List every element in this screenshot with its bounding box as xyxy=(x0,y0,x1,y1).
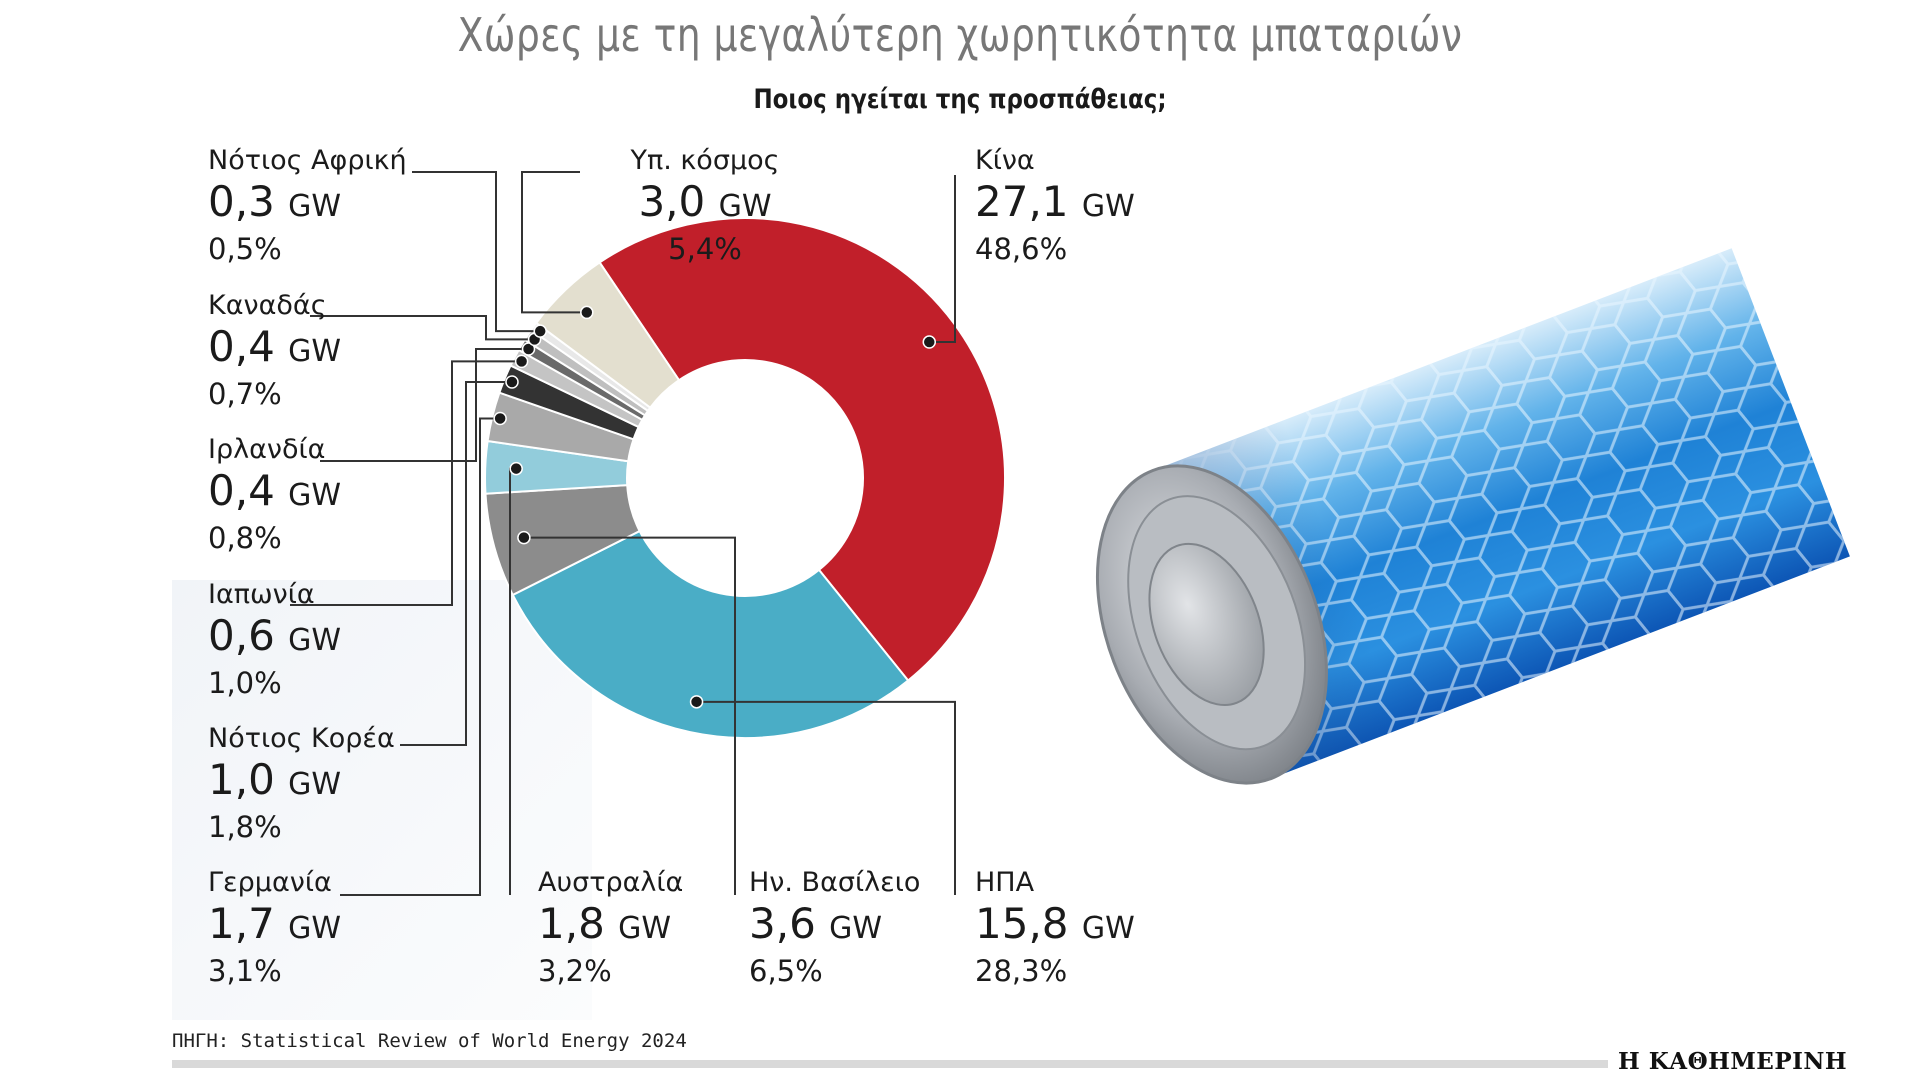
slice-unit: GW xyxy=(288,189,342,224)
background-panel xyxy=(172,580,592,1020)
donut-slice xyxy=(534,261,681,410)
slice-percent: 0,5% xyxy=(208,232,282,266)
slice-value: 1,0 xyxy=(208,755,275,804)
leader-dot xyxy=(509,461,523,476)
leader-lines xyxy=(290,171,956,896)
slice-name: Ιαπωνία xyxy=(208,579,315,610)
chart-subtitle: Ποιος ηγείται της προσπάθειας; xyxy=(753,84,1167,115)
slice-unit: GW xyxy=(1081,189,1135,224)
label-ireland: Ιρλανδία 0,4 GW 0,8% xyxy=(208,433,341,556)
slice-percent: 6,5% xyxy=(749,954,823,988)
leader-dot xyxy=(514,354,529,369)
leader-line xyxy=(521,171,587,314)
footer-bar xyxy=(172,1060,1782,1068)
slice-unit: GW xyxy=(288,334,342,369)
slice-name: Υπ. κόσμος xyxy=(630,145,780,176)
leader-line xyxy=(523,536,736,895)
label-canada: Καναδάς 0,4 GW 0,7% xyxy=(208,289,341,412)
slice-percent: 1,0% xyxy=(208,666,282,700)
leader-dot xyxy=(533,324,547,338)
donut-slice xyxy=(511,529,910,739)
brand-logo: Η ΚΑΘΗΜΕΡΙΝΗ xyxy=(1608,1048,1848,1075)
label-usa: ΗΠΑ 15,8 GW 28,3% xyxy=(975,866,1135,989)
slice-name: Νότιος Κορέα xyxy=(208,723,395,754)
source-note: ΠΗΓΗ: Statistical Review of World Energy… xyxy=(172,1030,687,1052)
leader-dot xyxy=(517,530,531,545)
label-china: Κίνα 27,1 GW 48,6% xyxy=(975,144,1135,267)
slice-name: Νότιος Αφρική xyxy=(208,145,407,176)
chart-title: Χώρες με τη μεγαλύτερη χωρητικότητα μπατ… xyxy=(457,8,1463,62)
slice-unit: GW xyxy=(829,911,883,946)
leader-dot xyxy=(689,695,704,709)
slice-value: 0,4 xyxy=(208,322,275,371)
label-south-korea: Νότιος Κορέα 1,0 GW 1,8% xyxy=(208,722,395,845)
slice-unit: GW xyxy=(288,623,342,658)
label-japan: Ιαπωνία 0,6 GW 1,0% xyxy=(208,578,341,701)
slice-percent: 1,8% xyxy=(208,810,282,844)
slice-value: 3,6 xyxy=(749,899,816,948)
slice-name: Καναδάς xyxy=(208,290,327,321)
slice-percent: 48,6% xyxy=(975,232,1068,266)
slice-name: ΗΠΑ xyxy=(975,867,1035,898)
slice-unit: GW xyxy=(288,478,342,513)
slice-value: 0,6 xyxy=(208,611,275,660)
slice-name: Ιρλανδία xyxy=(208,434,326,465)
slice-name: Κίνα xyxy=(975,145,1035,176)
leader-dot xyxy=(922,335,937,349)
donut-slice xyxy=(598,217,1006,682)
label-australia: Αυστραλία 1,8 GW 3,2% xyxy=(538,866,683,989)
leader-line xyxy=(340,417,501,896)
slice-value: 1,7 xyxy=(208,899,275,948)
leader-line xyxy=(290,360,522,606)
leader-line xyxy=(310,315,535,341)
battery-illustration xyxy=(1095,248,1850,785)
donut-chart xyxy=(484,217,1006,739)
slice-name: Αυστραλία xyxy=(538,867,684,898)
leader-line xyxy=(929,175,956,344)
slice-value: 3,0 xyxy=(638,177,706,226)
slice-value: 1,8 xyxy=(538,899,605,948)
label-rest-of-world: Υπ. κόσμος 3,0 GW 5,4% xyxy=(600,144,810,267)
leader-line xyxy=(320,347,529,462)
label-germany: Γερμανία 1,7 GW 3,1% xyxy=(208,866,341,989)
slice-unit: GW xyxy=(1081,911,1135,946)
slice-percent: 0,8% xyxy=(208,521,282,555)
slice-unit: GW xyxy=(288,767,342,802)
slice-percent: 3,2% xyxy=(538,954,612,988)
leader-line xyxy=(696,700,956,895)
leader-dot xyxy=(493,411,507,426)
slice-value: 0,4 xyxy=(208,466,275,515)
slice-percent: 0,7% xyxy=(208,377,282,411)
slice-percent: 28,3% xyxy=(975,954,1068,988)
slice-percent: 3,1% xyxy=(208,954,282,988)
slice-unit: GW xyxy=(718,189,772,224)
slice-name: Ην. Βασίλειο xyxy=(749,867,921,898)
leader-dot xyxy=(580,305,594,320)
leader-line xyxy=(412,171,541,333)
slice-percent: 5,4% xyxy=(668,232,742,266)
label-uk: Ην. Βασίλειο 3,6 GW 6,5% xyxy=(749,866,920,989)
label-south-africa: Νότιος Αφρική 0,3 GW 0,5% xyxy=(208,144,407,267)
slice-unit: GW xyxy=(288,911,342,946)
leader-dot xyxy=(505,375,519,389)
leader-dot xyxy=(521,342,536,356)
slice-value: 27,1 xyxy=(975,177,1069,226)
leader-line xyxy=(400,381,512,746)
slice-name: Γερμανία xyxy=(208,867,332,898)
slice-value: 0,3 xyxy=(208,177,275,226)
slice-value: 15,8 xyxy=(975,899,1069,948)
slice-unit: GW xyxy=(618,911,672,946)
